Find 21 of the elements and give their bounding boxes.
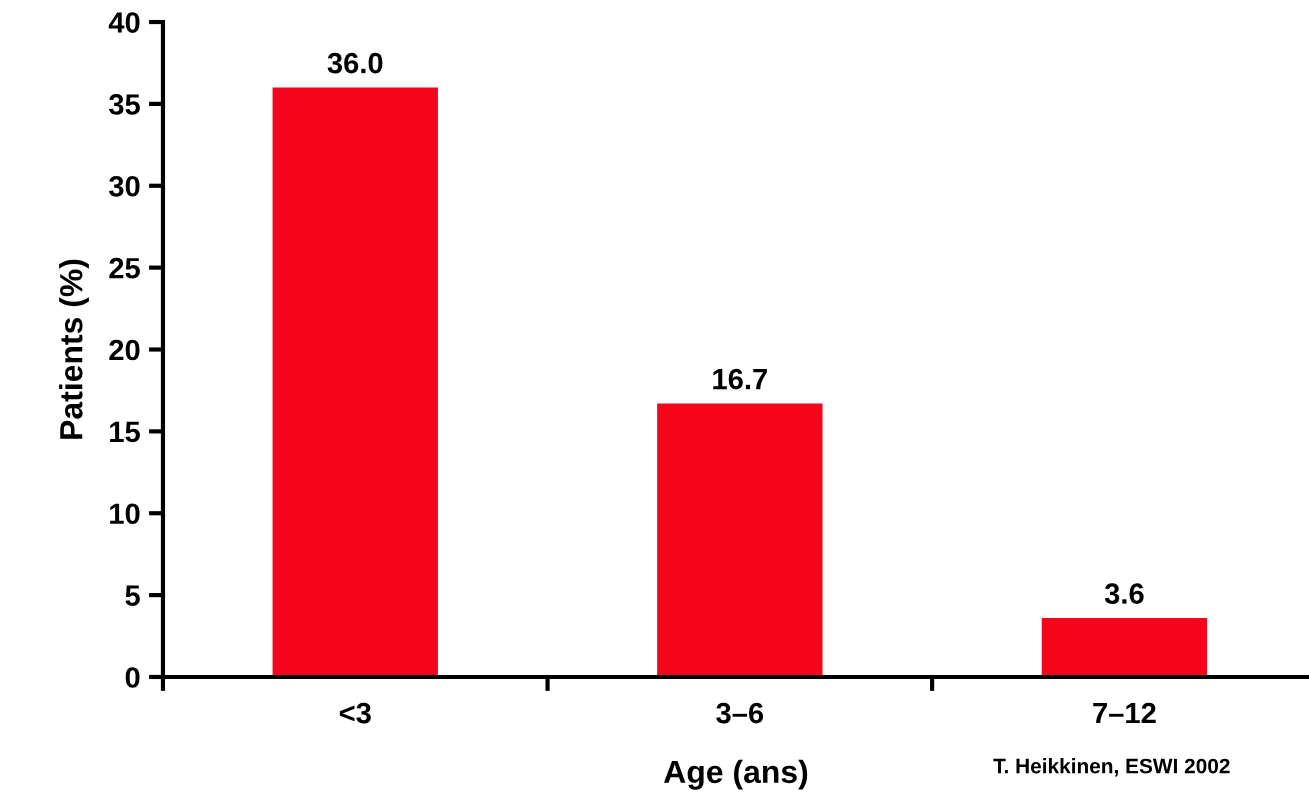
y-tick-label: 40 — [108, 12, 140, 33]
bar — [1041, 618, 1208, 677]
y-tick-label: 15 — [110, 421, 140, 443]
y-tick-label: 35 — [108, 94, 140, 115]
text: T. Heikkinen, ESWI 2002 — [993, 758, 1230, 777]
x-axis-title: Age (ans) — [664, 759, 808, 790]
bar — [272, 87, 438, 677]
x-tick-label: <3 — [339, 702, 371, 724]
y-tick-label: 10 — [110, 503, 140, 525]
x-tick-label: 3–6 — [716, 702, 764, 724]
y-tick-label: 5 — [125, 585, 140, 606]
y-tick-label: 0 — [125, 667, 140, 688]
y-axis-title: Patients (%) — [59, 259, 89, 439]
y-tick-label: 30 — [108, 175, 140, 197]
data-label: 36.0 — [327, 52, 383, 74]
y-tick-label: 25 — [109, 257, 140, 279]
data-label: 16.7 — [713, 368, 767, 390]
y-tick-label: 20 — [109, 339, 140, 361]
x-tick-label: 7–12 — [1093, 702, 1156, 724]
data-label: 3.6 — [1104, 583, 1144, 604]
bar — [657, 403, 823, 677]
